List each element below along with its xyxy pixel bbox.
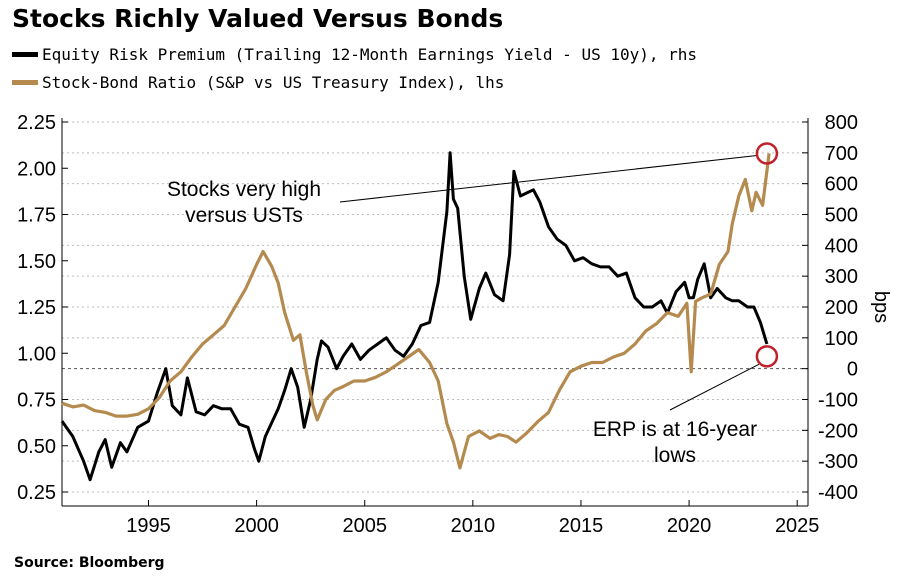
x-tick-label: 2025 bbox=[775, 515, 820, 537]
legend-swatch-erp bbox=[12, 51, 38, 57]
right-tick-label: 100 bbox=[825, 328, 858, 350]
x-tick-label: 2010 bbox=[451, 515, 496, 537]
left-tick-label: 1.50 bbox=[17, 251, 56, 273]
series-line-erp bbox=[60, 151, 769, 482]
right-tick-label: -300 bbox=[818, 451, 858, 473]
right-tick-label: 700 bbox=[825, 143, 858, 165]
annotation-circle-low bbox=[755, 345, 779, 368]
legend-label-stock-bond: Stock-Bond Ratio (S&P vs US Treasury Ind… bbox=[42, 72, 505, 92]
x-tick-label: 2020 bbox=[667, 515, 712, 537]
right-tick-label: 300 bbox=[825, 266, 858, 288]
left-tick-label: 0.25 bbox=[17, 482, 56, 504]
x-tick-label: 1995 bbox=[126, 515, 171, 537]
x-tick-label: 2005 bbox=[342, 515, 387, 537]
left-tick-label: 2.25 bbox=[17, 112, 56, 134]
left-tick-label: 2.00 bbox=[17, 158, 56, 180]
right-tick-label: 400 bbox=[825, 235, 858, 257]
annotation-text-high: Stocks very high bbox=[167, 178, 321, 201]
source-note: Source: Bloomberg bbox=[14, 555, 165, 571]
annotation-leader-low bbox=[669, 363, 760, 411]
annotation-leader-high bbox=[339, 154, 757, 203]
annotation-circle-high bbox=[755, 142, 779, 165]
right-tick-label: 200 bbox=[825, 297, 858, 319]
right-tick-label: 800 bbox=[825, 112, 858, 134]
right-tick-label: 600 bbox=[825, 174, 858, 196]
x-tick-label: 2000 bbox=[234, 515, 279, 537]
left-tick-label: 1.00 bbox=[17, 343, 56, 365]
right-tick-label: -400 bbox=[818, 482, 858, 504]
x-tick-label: 2015 bbox=[559, 515, 604, 537]
right-axis-label: bps bbox=[870, 291, 892, 323]
left-tick-label: 1.75 bbox=[17, 205, 56, 227]
right-tick-label: -200 bbox=[818, 420, 858, 442]
left-tick-label: 0.50 bbox=[17, 436, 56, 458]
right-tick-label: 0 bbox=[847, 359, 858, 381]
right-tick-label: -100 bbox=[818, 390, 858, 412]
legend-label-erp: Equity Risk Premium (Trailing 12-Month E… bbox=[42, 44, 698, 64]
annotation-text-low: lows bbox=[654, 444, 696, 467]
annotation-text-low: ERP is at 16-year bbox=[593, 418, 757, 441]
left-tick-label: 1.25 bbox=[17, 297, 56, 319]
legend-swatch-stock-bond bbox=[12, 79, 38, 85]
chart-title: Stocks Richly Valued Versus Bonds bbox=[12, 4, 504, 33]
legend-item-stock-bond: Stock-Bond Ratio (S&P vs US Treasury Ind… bbox=[12, 70, 504, 94]
left-tick-label: 0.75 bbox=[17, 390, 56, 412]
series-line-stock-bond bbox=[61, 153, 771, 470]
annotation-text-high: versus USTs bbox=[185, 204, 303, 227]
legend-item-erp: Equity Risk Premium (Trailing 12-Month E… bbox=[12, 42, 697, 66]
right-tick-label: 500 bbox=[825, 205, 858, 227]
